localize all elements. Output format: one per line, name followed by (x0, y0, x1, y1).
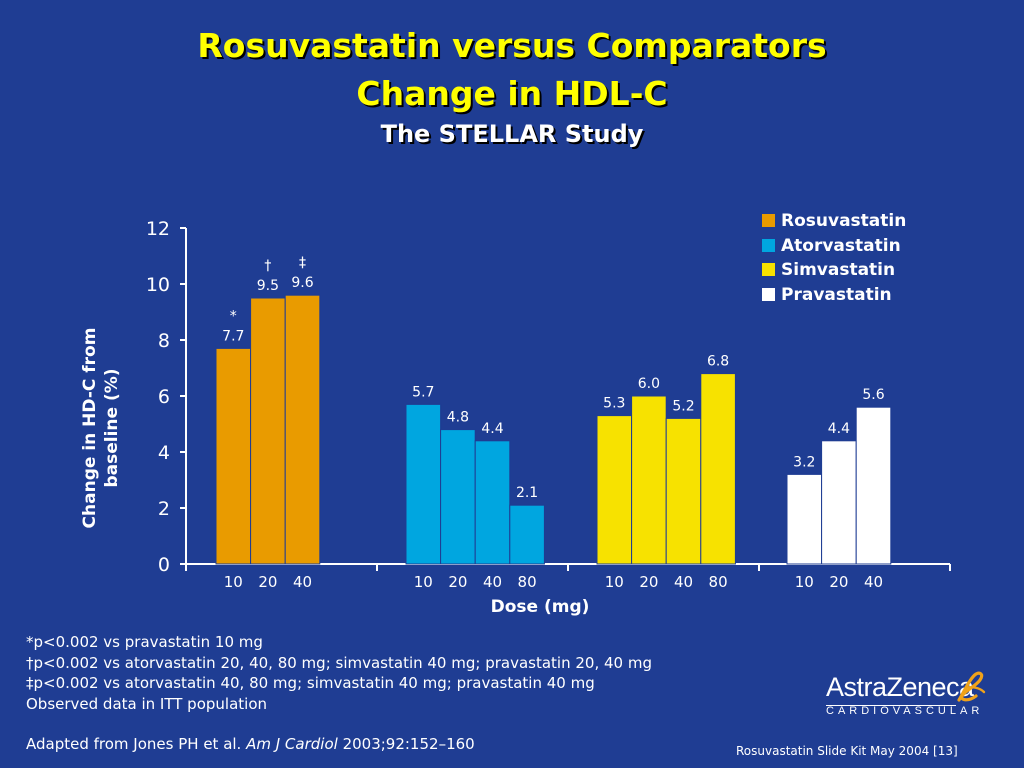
x-tick-label: 10 (605, 573, 624, 591)
bar (440, 429, 476, 565)
footnote: ‡p<0.002 vs atorvastatin 40, 80 mg; simv… (26, 674, 595, 692)
data-label: 5.2 (672, 398, 694, 414)
data-label: 6.8 (707, 354, 729, 370)
y-tick-label: 12 (146, 218, 170, 240)
bar (786, 473, 823, 565)
slide-subtitle: The STELLAR Study (380, 120, 644, 148)
data-label: 6.0 (638, 376, 660, 392)
data-label: 4.4 (481, 421, 503, 437)
y-tick-label: 4 (158, 442, 170, 464)
bar (631, 395, 667, 565)
significance-marker: † (264, 258, 271, 274)
bar (474, 440, 511, 565)
bar-chart: 0 2 4 6 8 10 12 7.7 * 10 9.5 † 20 9.6 ‡ 40 5.7 10 4.8 20 4.4… (80, 218, 951, 617)
legend-label: Pravastatin (781, 284, 892, 305)
x-tick-label: 20 (258, 573, 277, 591)
legend-item: Rosuvastatin (762, 211, 906, 236)
slide-kit-label: Rosuvastatin Slide Kit May 2004 [13] (736, 744, 958, 758)
data-label: 9.5 (257, 278, 279, 294)
bar (250, 297, 286, 565)
data-label: 2.1 (516, 485, 538, 501)
footnote: †p<0.002 vs atorvastatin 20, 40, 80 mg; … (26, 653, 652, 672)
legend-swatch (762, 238, 775, 252)
bar (509, 504, 545, 565)
y-tick-label: 8 (158, 330, 170, 352)
bar (700, 373, 736, 565)
data-label: 5.6 (862, 387, 884, 403)
x-tick-label: 10 (795, 573, 814, 591)
x-tick-label: 40 (483, 573, 502, 591)
footnote: Observed data in ITT population (26, 694, 268, 713)
x-tick-label: 20 (639, 573, 658, 591)
x-tick-label: 10 (224, 573, 243, 591)
data-label: 3.2 (793, 454, 815, 470)
y-tick-label: 6 (158, 386, 170, 408)
x-tick-label: 10 (414, 573, 433, 591)
legend-swatch (762, 287, 775, 301)
bar (821, 440, 857, 565)
legend-swatch (762, 214, 775, 227)
x-axis-title: Dose (mg) (491, 597, 590, 617)
legend-item: Pravastatin (762, 285, 906, 310)
x-tick-label: 80 (518, 573, 537, 591)
data-label: 9.6 (291, 275, 313, 291)
bar (596, 415, 633, 565)
bar (405, 403, 442, 565)
legend-label: Rosuvastatin (781, 211, 907, 231)
x-tick-label: 20 (448, 573, 467, 591)
reference-suffix: 2003;92:152–160 (337, 735, 475, 753)
y-tick-label: 2 (158, 498, 170, 520)
bar (855, 406, 892, 565)
y-axis-title-line1: Change in HD-C from (80, 328, 100, 529)
significance-marker: * (230, 308, 237, 324)
x-tick-label: 20 (829, 573, 848, 591)
data-label: 4.4 (828, 421, 850, 437)
data-label: 7.7 (222, 328, 244, 344)
slide-title-line2: Change in HDL-C (356, 74, 668, 113)
significance-marker: ‡ (299, 255, 306, 271)
bar (284, 294, 321, 565)
x-tick-label: 40 (674, 573, 693, 591)
reference: Adapted from Jones PH et al. Am J Cardio… (26, 735, 475, 753)
data-label: 5.7 (412, 384, 434, 400)
data-label: 5.3 (603, 396, 625, 412)
footnotes: *p<0.002 vs pravastatin 10 mg †p<0.002 v… (26, 632, 652, 714)
astrazeneca-logo: AstraZeneca CARDIOVASCULAR (826, 671, 986, 717)
logo-division: CARDIOVASCULAR (826, 705, 984, 717)
chart-legend: Rosuvastatin Atorvastatin Simvastatin Prava… (762, 211, 906, 309)
y-tick-label: 10 (146, 274, 170, 296)
legend-label: Simvastatin (781, 260, 896, 280)
data-label: 4.8 (447, 410, 469, 426)
legend-item: Atorvastatin (762, 236, 906, 261)
reference-journal: Am J Cardiol (246, 735, 338, 753)
legend-label: Atorvastatin (781, 235, 901, 256)
y-tick-label: 0 (158, 554, 170, 576)
bar (215, 347, 252, 565)
legend-swatch (762, 263, 775, 276)
legend-item: Simvastatin (762, 260, 906, 285)
reference-prefix: Adapted from Jones PH et al. (26, 735, 247, 753)
logo-name: AstraZeneca (826, 672, 974, 702)
x-tick-label: 40 (864, 573, 883, 591)
y-axis-title-line2: baseline (%) (102, 368, 122, 487)
astrazeneca-swirl-icon (957, 671, 986, 702)
x-tick-label: 80 (709, 573, 728, 591)
logo-divider (826, 705, 956, 706)
bar (665, 417, 702, 565)
x-tick-label: 40 (293, 573, 312, 591)
footnote: *p<0.002 vs pravastatin 10 mg (26, 633, 263, 651)
slide-title-line1: Rosuvastatin versus Comparators (197, 26, 827, 65)
